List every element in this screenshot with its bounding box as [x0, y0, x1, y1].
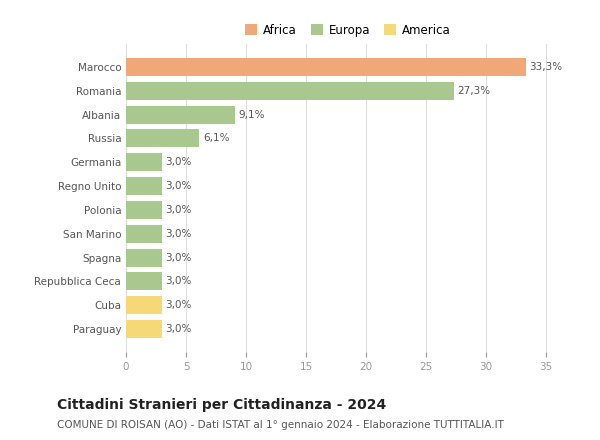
Text: 3,0%: 3,0% — [166, 300, 192, 310]
Bar — [126, 201, 162, 219]
Text: 3,0%: 3,0% — [166, 229, 192, 239]
Text: 6,1%: 6,1% — [203, 133, 229, 143]
Text: 3,0%: 3,0% — [166, 205, 192, 215]
Text: 3,0%: 3,0% — [166, 157, 192, 167]
Text: 3,0%: 3,0% — [166, 253, 192, 263]
Bar — [126, 272, 162, 290]
Text: 3,0%: 3,0% — [166, 276, 192, 286]
Bar — [126, 225, 162, 243]
Legend: Africa, Europa, America: Africa, Europa, America — [241, 19, 455, 41]
Text: 33,3%: 33,3% — [529, 62, 562, 72]
Bar — [126, 249, 162, 267]
Text: 9,1%: 9,1% — [239, 110, 265, 120]
Text: Cittadini Stranieri per Cittadinanza - 2024: Cittadini Stranieri per Cittadinanza - 2… — [57, 398, 386, 412]
Text: 3,0%: 3,0% — [166, 324, 192, 334]
Bar — [126, 153, 162, 171]
Bar — [126, 177, 162, 195]
Bar — [126, 58, 526, 76]
Bar — [126, 320, 162, 338]
Text: 3,0%: 3,0% — [166, 181, 192, 191]
Text: 27,3%: 27,3% — [457, 86, 490, 96]
Bar — [126, 129, 199, 147]
Text: COMUNE DI ROISAN (AO) - Dati ISTAT al 1° gennaio 2024 - Elaborazione TUTTITALIA.: COMUNE DI ROISAN (AO) - Dati ISTAT al 1°… — [57, 420, 504, 430]
Bar — [126, 82, 454, 100]
Bar — [126, 106, 235, 124]
Bar — [126, 296, 162, 314]
